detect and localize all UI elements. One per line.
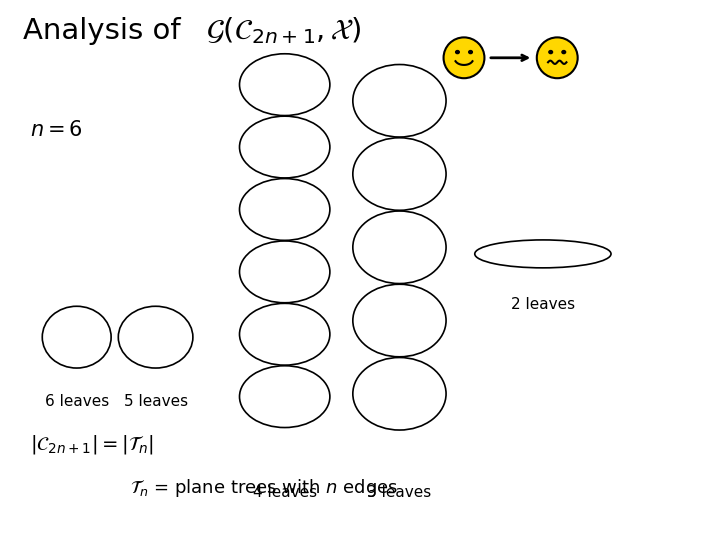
- Text: $\mathcal{T}_n$ = plane trees with $n$ edges: $\mathcal{T}_n$ = plane trees with $n$ e…: [130, 477, 399, 498]
- Text: $|\mathcal{C}_{2n+1}| = |\mathcal{T}_n|$: $|\mathcal{C}_{2n+1}| = |\mathcal{T}_n|$: [30, 433, 154, 456]
- Text: 2 leaves: 2 leaves: [510, 298, 575, 313]
- Text: $\mathcal{G}(\mathcal{C}_{2n+1}, \mathcal{X})$: $\mathcal{G}(\mathcal{C}_{2n+1}, \mathca…: [206, 16, 361, 46]
- Ellipse shape: [444, 37, 485, 78]
- Text: $n = 6$: $n = 6$: [30, 120, 83, 140]
- Text: 5 leaves: 5 leaves: [124, 394, 188, 409]
- Text: Analysis of: Analysis of: [23, 17, 199, 45]
- Ellipse shape: [456, 51, 459, 53]
- Ellipse shape: [562, 51, 566, 53]
- Text: 6 leaves: 6 leaves: [45, 394, 109, 409]
- Text: 3 leaves: 3 leaves: [367, 485, 431, 501]
- Ellipse shape: [549, 51, 552, 53]
- Text: 4 leaves: 4 leaves: [253, 485, 317, 501]
- Ellipse shape: [537, 37, 577, 78]
- Ellipse shape: [469, 51, 472, 53]
